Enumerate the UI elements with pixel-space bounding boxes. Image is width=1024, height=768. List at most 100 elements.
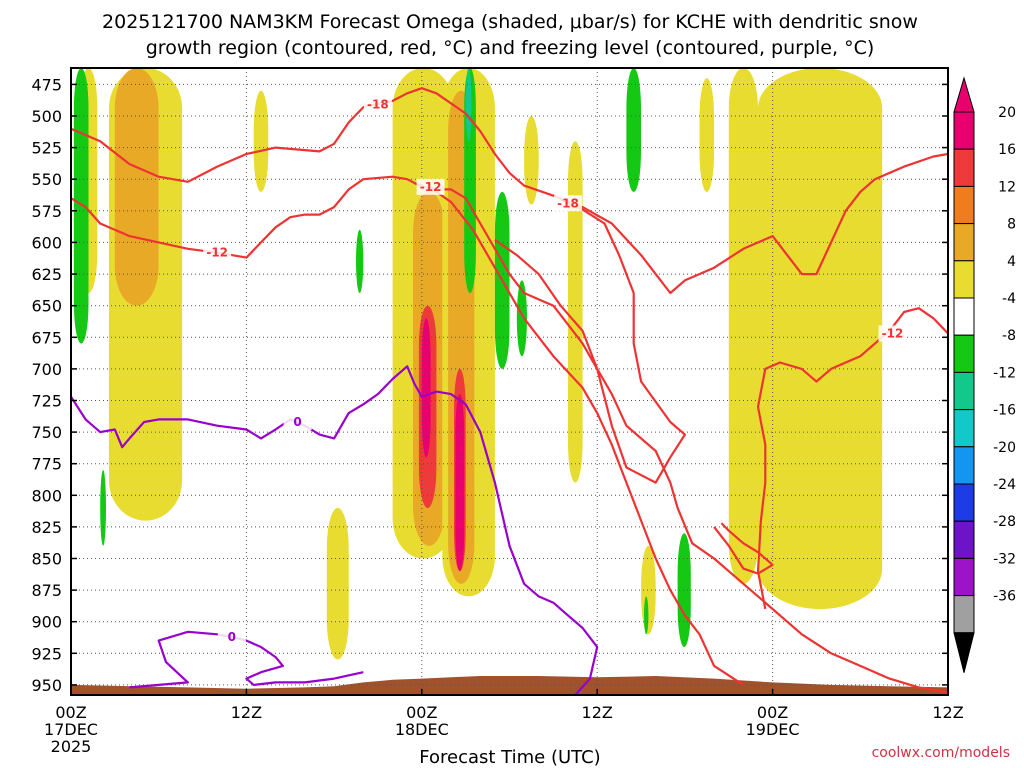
red-contour-label-1: -18: [557, 196, 579, 210]
omega-region-19: [73, 68, 89, 344]
purple-contour-label-bg-0: [283, 414, 312, 430]
y-tick-label-875: 875: [31, 581, 62, 600]
colorbar-label-12: -32: [993, 551, 1016, 567]
y-tick-label-625: 625: [31, 265, 62, 284]
red-contour-label-4: -12: [882, 327, 904, 341]
y-tick-label-650: 650: [31, 297, 62, 316]
omega-region-16: [326, 507, 349, 660]
x-tick-label-36-1: 12Z: [582, 703, 613, 722]
colorbar-label-6: -8: [1002, 328, 1016, 344]
omega-region-12: [568, 141, 583, 483]
omega-region-14: [758, 68, 883, 609]
y-tick-label-550: 550: [31, 170, 62, 189]
credit-text[interactable]: coolwx.com/models: [872, 745, 1010, 761]
x-axis-title: Forecast Time (UTC): [419, 747, 600, 768]
x-tick-label-0-3: 2025: [51, 737, 92, 756]
omega-region-18: [699, 78, 715, 192]
y-tick-label-925: 925: [31, 644, 62, 663]
omega-region-26: [356, 229, 364, 293]
y-tick-label-575: 575: [31, 202, 62, 221]
colorbar-swatch-11: [953, 520, 975, 559]
dendritic-growth-contours: -18 -18 -12 -12 -12: [70, 87, 949, 694]
y-tick-label-950: 950: [31, 676, 62, 695]
colorbar-swatch-5: [953, 297, 975, 336]
colorbar: 20 16 12 8 4 -4 -8 -12 -16 -20 -24 -28 -32 -36: [953, 76, 1016, 673]
x-tick-label-48-2: 19DEC: [746, 720, 800, 739]
purple-contour-1: [129, 630, 364, 689]
red-contour-0: [70, 87, 949, 295]
red-contour-label-bg-1: [554, 195, 582, 212]
y-tick-label-700: 700: [31, 360, 62, 379]
x-tick-label-24-2: 18DEC: [395, 720, 449, 739]
colorbar-label-5: -4: [1002, 291, 1016, 307]
colorbar-label-13: -36: [993, 589, 1016, 605]
colorbar-label-7: -12: [993, 365, 1016, 381]
colorbar-label-4: 4: [1007, 254, 1016, 270]
purple-contour-label-1: 0: [228, 630, 236, 644]
colorbar-swatch-13: [953, 595, 975, 634]
red-contour-label-0: -18: [367, 98, 389, 112]
colorbar-swatch-0: [953, 111, 975, 150]
x-tick-label-24-1: 00Z: [406, 703, 437, 722]
colorbar-label-11: -28: [993, 514, 1016, 530]
y-tick-label-825: 825: [31, 518, 62, 537]
red-contour-label-2: -12: [206, 246, 228, 260]
colorbar-label-3: 8: [1007, 217, 1016, 233]
colorbar-swatch-2: [953, 185, 975, 225]
colorbar-swatch-10: [953, 483, 975, 522]
terrain: [71, 676, 948, 695]
red-contour-label-bg-0: [363, 96, 392, 113]
omega-region-28: [644, 596, 649, 635]
y-tick-label-850: 850: [31, 550, 62, 569]
purple-contour-0: [70, 365, 599, 696]
colorbar-swatch-12: [953, 557, 975, 597]
red-contour-2: [70, 175, 949, 694]
colorbar-label-10: -24: [993, 477, 1016, 493]
x-tick-label-0-2: 17DEC: [44, 720, 98, 739]
y-tick-label-475: 475: [31, 75, 62, 94]
chart-title-line1: 2025121700 NAM3KM Forecast Omega (shaded…: [102, 11, 918, 33]
freezing-level-contours: 00: [70, 365, 599, 696]
omega-region-27: [100, 470, 106, 546]
red-contour-label-bg-4: [878, 325, 907, 342]
chart-title-line2: growth region (contoured, red, °C) and f…: [146, 37, 875, 59]
colorbar-swatch-9: [953, 446, 975, 485]
x-tick-label-12-1: 12Z: [231, 703, 262, 722]
red-contour-5: [713, 522, 774, 575]
omega-shading: [73, 68, 883, 660]
red-contour-label-3: -12: [420, 180, 442, 194]
colorbar-swatch-4: [953, 260, 975, 299]
omega-region-2: [114, 68, 159, 306]
y-tick-label-675: 675: [31, 328, 62, 347]
y-tick-label-600: 600: [31, 233, 62, 252]
y-tick-label-525: 525: [31, 139, 62, 158]
red-contour-1: [494, 198, 686, 484]
x-tick-label-48-1: 00Z: [757, 703, 788, 722]
colorbar-label-1: 16: [998, 142, 1016, 158]
y-tick-label-900: 900: [31, 613, 62, 632]
y-tick-label-800: 800: [31, 486, 62, 505]
colorbar-top-arrow: [953, 76, 975, 113]
omega-region-10: [455, 394, 465, 572]
colorbar-label-9: -20: [993, 440, 1016, 456]
omega-region-13: [728, 68, 758, 584]
plot-frame: [70, 67, 949, 696]
x-tick-label-60-1: 12Z: [932, 703, 963, 722]
colorbar-swatch-7: [953, 371, 975, 411]
colorbar-label-8: -16: [993, 403, 1016, 419]
y-tick-label-775: 775: [31, 455, 62, 474]
omega-region-11: [524, 116, 539, 205]
red-contour-label-bg-3: [416, 178, 445, 195]
omega-region-6: [421, 318, 431, 458]
omega-region-21: [465, 68, 472, 142]
colorbar-label-0: 20: [998, 105, 1016, 121]
colorbar-label-2: 12: [998, 179, 1016, 195]
colorbar-swatch-8: [953, 409, 975, 448]
x-tick-label-0-1: 00Z: [55, 703, 86, 722]
omega-region-15: [253, 90, 269, 192]
red-contour-label-bg-2: [203, 244, 232, 261]
colorbar-bottom-arrow: [953, 632, 975, 673]
y-axis: 475 500 525 550 575 600 625 650 675 700 725 750 775 8…: [31, 75, 948, 695]
